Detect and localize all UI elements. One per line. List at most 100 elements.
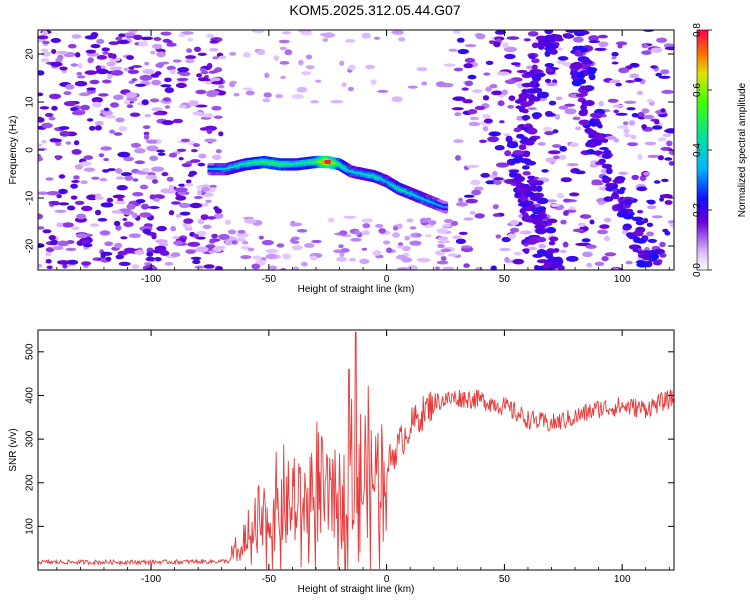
heatmap-cell [625,260,633,265]
heatmap-cell [145,139,158,144]
heatmap-cell [583,85,595,92]
y-tick-label: 300 [25,430,36,447]
spectrogram-y-label: Frequency (Hz) [8,116,19,185]
heatmap-cell [665,128,674,134]
x-tick-label: -100 [141,274,161,285]
heatmap-cell [95,65,102,71]
heatmap-cell [160,250,170,256]
x-tick-label: -50 [262,274,277,285]
heatmap-cell [458,231,468,235]
colorbar-tick-label: 0.6 [692,83,703,97]
heatmap-cell [252,30,265,34]
heatmap-cell [516,133,525,139]
spectrogram-x-label: Height of straight line (km) [298,284,415,295]
heatmap-cell [641,50,652,55]
heatmap-cell [658,75,671,79]
heatmap-cell [646,222,654,227]
heatmap-cell [150,73,160,78]
heatmap-cell [279,46,287,51]
colorbar-tick-label: 0.2 [692,203,703,217]
heatmap-cell [202,184,210,188]
heatmap-cell [261,239,274,246]
heatmap-cell [172,235,180,240]
heatmap-cell [161,172,169,177]
heatmap-cell [244,218,257,224]
heatmap-cell [51,105,58,111]
heatmap-cell [190,159,201,163]
heatmap-cell [107,52,114,59]
snr-series-line [38,331,674,570]
heatmap-cell [373,36,381,40]
heatmap-cell [531,87,543,94]
heatmap-cell [545,226,557,234]
heatmap-cell [613,267,620,270]
heatmap-cell [175,82,187,89]
heatmap-cell [142,125,151,129]
heatmap-cell [653,180,661,184]
heatmap-cell [536,197,549,205]
heatmap-cell [257,49,266,56]
heatmap-cell [243,52,251,58]
heatmap-cell [59,66,68,71]
heatmap-cell [197,52,207,56]
heatmap-cell [65,141,72,145]
heatmap-cell [452,96,466,101]
heatmap-cell [94,120,104,126]
heatmap-cell [396,245,404,249]
heatmap-cell [206,90,220,96]
heatmap-cell [548,150,561,155]
heatmap-cell [40,48,48,52]
heatmap-cell [247,247,255,252]
heatmap-cell [647,238,658,243]
colorbar-ticks: 0.0 0.2 0.4 0.6 0.8 [692,23,712,277]
heatmap-cell [506,36,520,40]
heatmap-cell [38,143,43,147]
heatmap-cell [52,245,64,251]
heatmap-cell [103,158,110,162]
snr-panel: -100 -50 0 50 100 100 200 300 400 500 Height of … [8,329,675,595]
heatmap-cell [213,206,219,211]
heatmap-cell [392,226,399,231]
heatmap-cell [466,164,479,168]
heatmap-cell [80,104,90,111]
heatmap-cell [118,125,128,132]
heatmap-cell [554,257,562,262]
heatmap-cell [578,119,591,126]
heatmap-cell [70,63,79,67]
heatmap-cell [601,163,613,169]
heatmap-cell [512,150,524,156]
y-tick-label: 10 [25,96,36,108]
heatmap-cell [591,182,604,186]
heatmap-cell [474,105,486,111]
heatmap-cell [580,47,588,53]
heatmap-cell [468,121,481,127]
heatmap-cell [172,118,183,124]
heatmap-cell [443,223,451,228]
heatmap-cell [577,71,586,79]
heatmap-cell [508,95,516,101]
heatmap-cell [597,201,605,206]
heatmap-cell [495,234,502,239]
heatmap-cell [532,253,544,258]
heatmap-cell [554,114,561,120]
heatmap-cell [503,46,517,53]
heatmap-cell [197,77,209,82]
heatmap-cell [116,39,130,45]
heatmap-cell [512,258,525,265]
heatmap-cell [624,100,637,105]
heatmap-cell [178,157,184,161]
heatmap-cell [520,197,527,202]
heatmap-cell [436,228,448,234]
heatmap-cell [465,198,478,204]
heatmap-cell [615,82,622,87]
heatmap-cell [553,155,560,160]
heatmap-cell [416,233,422,238]
heatmap-cell [197,218,205,225]
heatmap-cell [493,41,501,48]
heatmap-cell [38,263,43,268]
heatmap-cell [504,133,510,137]
heatmap-cell [409,240,422,246]
heatmap-cell [45,247,55,253]
heatmap-cell [139,184,149,190]
heatmap-cell [155,62,165,68]
